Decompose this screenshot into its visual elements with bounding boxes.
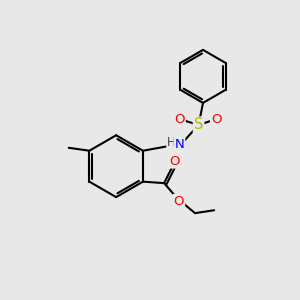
Text: O: O	[211, 112, 221, 126]
Text: N: N	[175, 138, 184, 151]
Text: O: O	[174, 195, 184, 208]
Text: H: H	[167, 136, 176, 149]
Text: O: O	[169, 154, 180, 167]
Text: O: O	[174, 112, 185, 126]
Text: S: S	[194, 118, 203, 133]
